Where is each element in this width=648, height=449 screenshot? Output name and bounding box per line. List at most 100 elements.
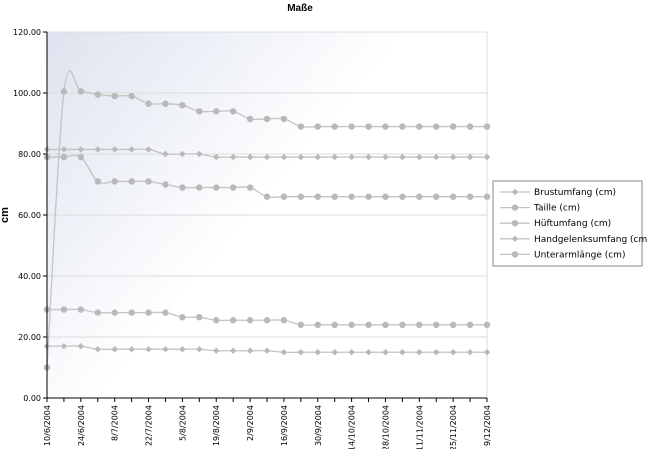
data-point: [365, 321, 372, 328]
data-point: [246, 153, 254, 161]
data-point: [280, 153, 288, 161]
data-point: [196, 184, 203, 191]
legend-label: Handgelenksumfang (cm): [534, 235, 648, 245]
data-point: [77, 306, 85, 313]
data-point: [483, 123, 491, 130]
data-point: [246, 184, 254, 191]
data-point: [145, 178, 152, 185]
data-point: [331, 123, 338, 130]
data-point: [348, 153, 355, 161]
data-point: [348, 123, 355, 130]
x-tick-label: 16/9/2004: [280, 405, 289, 446]
data-point: [416, 193, 423, 200]
data-point: [280, 349, 288, 356]
data-point: [162, 309, 169, 316]
data-point: [466, 349, 474, 356]
data-point: [128, 146, 135, 153]
data-point: [365, 153, 372, 161]
data-point: [399, 193, 406, 200]
data-point: [263, 347, 271, 354]
data-point: [162, 100, 169, 107]
data-point: [60, 342, 68, 350]
data-point: [314, 153, 321, 161]
data-point: [382, 123, 389, 130]
data-point: [77, 88, 85, 95]
data-point: [111, 178, 118, 185]
x-tick-label: 9/12/2004: [483, 405, 492, 446]
data-point: [399, 321, 406, 328]
data-point: [382, 349, 389, 356]
data-point: [263, 193, 271, 200]
data-point: [348, 321, 355, 328]
data-point: [399, 349, 406, 356]
data-point: [483, 349, 491, 356]
series-brustumfang-cm: [43, 146, 491, 161]
data-point: [111, 146, 118, 153]
data-point: [399, 123, 406, 130]
data-point: [179, 346, 186, 353]
data-point: [331, 321, 338, 328]
data-point: [433, 349, 440, 356]
x-tick-label: 2/9/2004: [246, 405, 255, 441]
data-point: [179, 313, 186, 321]
legend-swatch-marker: [511, 235, 519, 242]
data-point: [229, 184, 237, 191]
data-point: [128, 92, 135, 100]
data-point: [297, 349, 305, 356]
data-point: [466, 193, 474, 200]
data-point: [213, 347, 220, 354]
legend-label: Taille (cm): [533, 204, 580, 214]
chart-title: Maße: [287, 3, 313, 14]
data-point: [297, 321, 305, 328]
y-tick-label: 120.00: [13, 28, 41, 37]
y-tick-label: 60.00: [18, 211, 41, 220]
data-point: [433, 193, 440, 200]
data-point: [433, 153, 440, 161]
data-point: [196, 150, 203, 158]
data-point: [111, 309, 118, 316]
data-point: [145, 146, 152, 153]
series-handgelenksumfang-cm: [43, 342, 491, 356]
data-point: [94, 346, 101, 353]
data-point: [483, 153, 491, 161]
x-tick-label: 5/8/2004: [178, 405, 187, 441]
data-point: [229, 108, 237, 115]
data-point: [433, 321, 440, 328]
legend-swatch-marker: [511, 188, 519, 196]
data-point: [416, 349, 423, 356]
data-point: [229, 317, 237, 324]
data-point: [466, 123, 474, 130]
data-point: [280, 317, 288, 324]
x-tick-label: 24/6/2004: [77, 405, 86, 446]
data-point: [382, 193, 389, 200]
data-point: [162, 150, 169, 158]
data-point: [128, 346, 135, 353]
data-point: [213, 184, 220, 191]
data-point: [331, 193, 338, 200]
series-group: [43, 70, 491, 371]
data-point: [449, 349, 457, 356]
data-point: [297, 153, 305, 161]
y-tick-label: 80.00: [18, 150, 41, 159]
data-point: [246, 347, 254, 354]
data-point: [348, 193, 355, 200]
series-hüftumfang-cm: [43, 153, 491, 200]
data-point: [466, 153, 474, 161]
data-point: [128, 178, 135, 185]
data-point: [449, 321, 457, 328]
data-point: [229, 153, 237, 161]
data-point: [365, 123, 372, 130]
x-tick-label: 8/7/2004: [111, 405, 120, 441]
data-point: [229, 347, 237, 354]
data-point: [94, 91, 101, 98]
data-point: [449, 123, 457, 130]
data-point: [94, 146, 101, 153]
data-point: [280, 193, 288, 200]
data-point: [365, 193, 372, 200]
data-point: [314, 193, 321, 200]
y-tick-label: 20.00: [18, 333, 41, 342]
data-point: [162, 346, 169, 353]
data-point: [162, 181, 169, 188]
data-point: [297, 193, 305, 200]
